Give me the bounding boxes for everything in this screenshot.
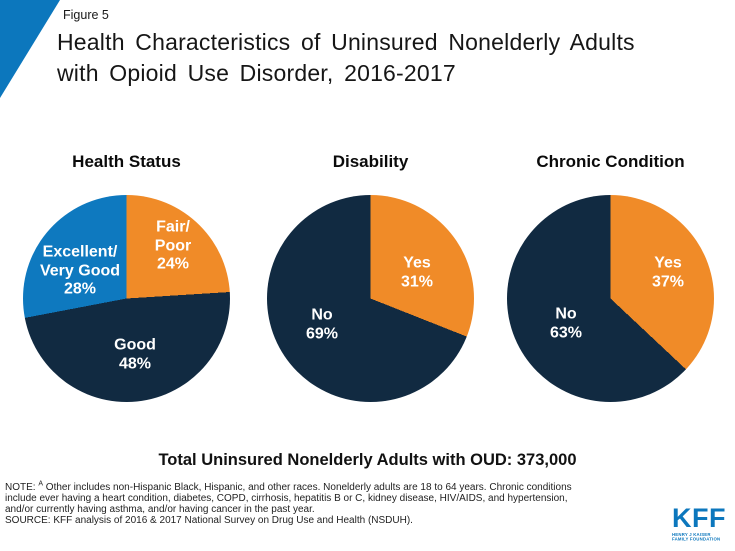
slice-label-disability-yes: Yes 31% xyxy=(400,254,434,291)
slide-title-line2: with Opioid Use Disorder, 2016-2017 xyxy=(57,60,456,86)
slide-title-line1: Health Characteristics of Uninsured None… xyxy=(57,29,635,55)
pie-disability xyxy=(267,195,474,402)
total-callout: Total Uninsured Nonelderly Adults with O… xyxy=(158,451,577,469)
footnotes: NOTE: A Other includes non-Hispanic Blac… xyxy=(5,480,572,527)
chart-group-health-status: Health Status Fair/ Poor 24% Good 48% Ex… xyxy=(23,150,230,410)
figure-label: Figure 5 xyxy=(63,8,109,22)
chart-title-health-status: Health Status xyxy=(72,152,181,171)
note-line-2: include ever having a heart condition, d… xyxy=(5,492,568,504)
note-label: NOTE: xyxy=(5,482,36,493)
source-line: SOURCE: KFF analysis of 2016 & 2017 Nati… xyxy=(5,514,413,526)
slice-label-good: Good 48% xyxy=(114,336,156,373)
pie-health-status xyxy=(23,195,230,402)
slice-label-chronic-yes: Yes 37% xyxy=(651,254,685,291)
slice-label-fair-poor: Fair/ Poor 24% xyxy=(154,218,192,273)
kff-wordmark: KFF xyxy=(672,503,726,533)
kff-tagline: HENRY J KAISER FAMILY FOUNDATION xyxy=(672,532,720,542)
chart-title-disability: Disability xyxy=(332,152,409,171)
kff-logo: KFF HENRY J KAISER FAMILY FOUNDATION xyxy=(672,505,730,551)
chart-group-chronic-condition: Chronic Condition Yes 37% No 63% xyxy=(507,150,714,410)
slice-label-disability-no: No 69% xyxy=(305,306,339,343)
pie-chronic-condition xyxy=(507,195,714,402)
corner-accent-triangle xyxy=(0,0,60,98)
chart-group-disability: Disability Yes 31% No 69% xyxy=(267,150,474,410)
slide-title: Health Characteristics of Uninsured None… xyxy=(57,27,635,89)
slice-label-chronic-no: No 63% xyxy=(549,305,583,342)
chart-title-chronic-condition: Chronic Condition xyxy=(536,152,685,171)
note-line-1: NOTE: A Other includes non-Hispanic Blac… xyxy=(5,480,572,494)
note-superscript: A xyxy=(38,480,44,488)
slice-label-excellent-very-good: Excellent/ Very Good 28% xyxy=(39,243,121,298)
kff-tagline-line2: FAMILY FOUNDATION xyxy=(672,536,721,542)
note-line-3: and/or currently having asthma, and/or h… xyxy=(5,503,315,515)
note-line-1-text: Other includes non-Hispanic Black, Hispa… xyxy=(45,482,572,493)
kff-tagline-line1: HENRY J KAISER xyxy=(672,532,711,537)
